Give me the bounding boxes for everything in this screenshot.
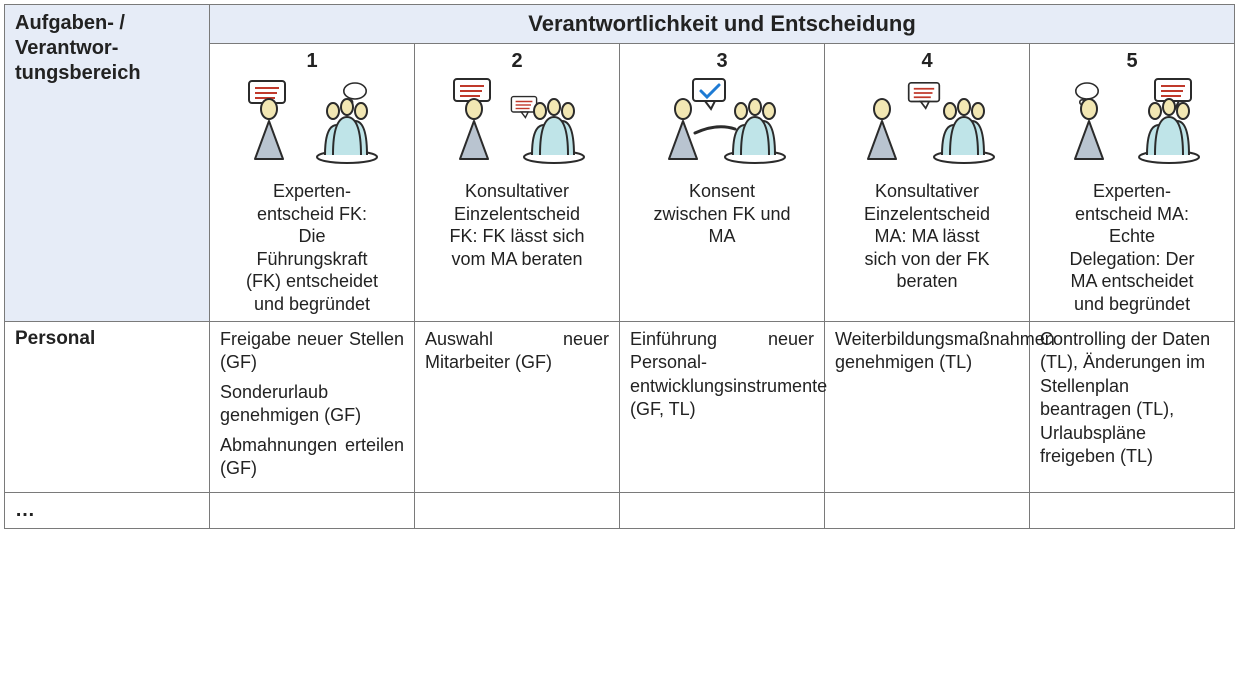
- col-desc: KonsultativerEinzelentscheidFK: FK lässt…: [425, 180, 609, 270]
- empty-cell: [825, 493, 1030, 529]
- cell-personal-4: Weiterbildungsmaßnahmen genehmigen (TL): [825, 322, 1030, 493]
- cell-personal-2: Auswahl neuer Mitarbeiter (GF): [415, 322, 620, 493]
- cell-item: Freigabe neuer Stellen (GF): [220, 328, 404, 375]
- row-label-ellipsis: …: [5, 493, 210, 529]
- delegation-matrix-table: Aufgaben- /Verantwor-tungsbereich Verant…: [4, 4, 1235, 529]
- empty-cell: [620, 493, 825, 529]
- column-axis-header: Verantwortlichkeit und Entscheidung: [210, 5, 1235, 44]
- row-axis-header: Aufgaben- /Verantwor-tungsbereich: [5, 5, 210, 322]
- col-number: 1: [220, 50, 404, 73]
- cell-personal-5: Controlling der Daten (TL), Änderungen i…: [1030, 322, 1235, 493]
- cell-item: Abmahnungen erteilen (GF): [220, 434, 404, 481]
- data-row-ellipsis: …: [5, 493, 1235, 529]
- empty-cell: [1030, 493, 1235, 529]
- cell-item: Einführung neuer Personal-entwicklungsin…: [630, 328, 814, 422]
- empty-cell: [210, 493, 415, 529]
- delegation-level-3-icon: [637, 75, 807, 165]
- cell-item: Sonderurlaub genehmigen (GF): [220, 381, 404, 428]
- col-header-5: 5 Experten-entscheid MA:EchteDelegation:…: [1030, 44, 1235, 322]
- delegation-level-2-icon: [432, 75, 602, 165]
- row-axis-label: Aufgaben- /Verantwor-tungsbereich: [15, 12, 141, 84]
- empty-cell: [415, 493, 620, 529]
- delegation-level-4-icon: [842, 75, 1012, 165]
- col-header-1: 1 Experten-entscheid FK:DieFührungskraft…: [210, 44, 415, 322]
- col-number: 3: [630, 50, 814, 73]
- col-number: 5: [1040, 50, 1224, 73]
- data-row-personal: Personal Freigabe neuer Stellen (GF) Son…: [5, 322, 1235, 493]
- col-number: 2: [425, 50, 609, 73]
- delegation-level-5-icon: [1047, 75, 1217, 165]
- cell-personal-3: Einführung neuer Personal-entwicklungsin…: [620, 322, 825, 493]
- col-desc: Konsentzwischen FK undMA: [630, 180, 814, 248]
- row-label: Personal: [5, 322, 210, 493]
- col-number: 4: [835, 50, 1019, 73]
- column-axis-label: Verantwortlichkeit und Entscheidung: [528, 11, 916, 36]
- delegation-level-1-icon: [227, 75, 397, 165]
- cell-item: Controlling der Daten (TL), Änderungen i…: [1040, 328, 1224, 468]
- col-desc: KonsultativerEinzelentscheidMA: MA lässt…: [835, 180, 1019, 293]
- cell-personal-1: Freigabe neuer Stellen (GF) Sonderurlaub…: [210, 322, 415, 493]
- col-header-3: 3 Konsentzwischen FK undMA: [620, 44, 825, 322]
- col-desc: Experten-entscheid MA:EchteDelegation: D…: [1040, 180, 1224, 315]
- col-header-4: 4 KonsultativerEinzelentscheidMA: MA läs…: [825, 44, 1030, 322]
- cell-item: Weiterbildungsmaßnahmen genehmigen (TL): [835, 328, 1019, 375]
- cell-item: Auswahl neuer Mitarbeiter (GF): [425, 328, 609, 375]
- col-header-2: 2 KonsultativerEinzelentscheidFK: FK läs…: [415, 44, 620, 322]
- col-desc: Experten-entscheid FK:DieFührungskraft(F…: [220, 180, 404, 315]
